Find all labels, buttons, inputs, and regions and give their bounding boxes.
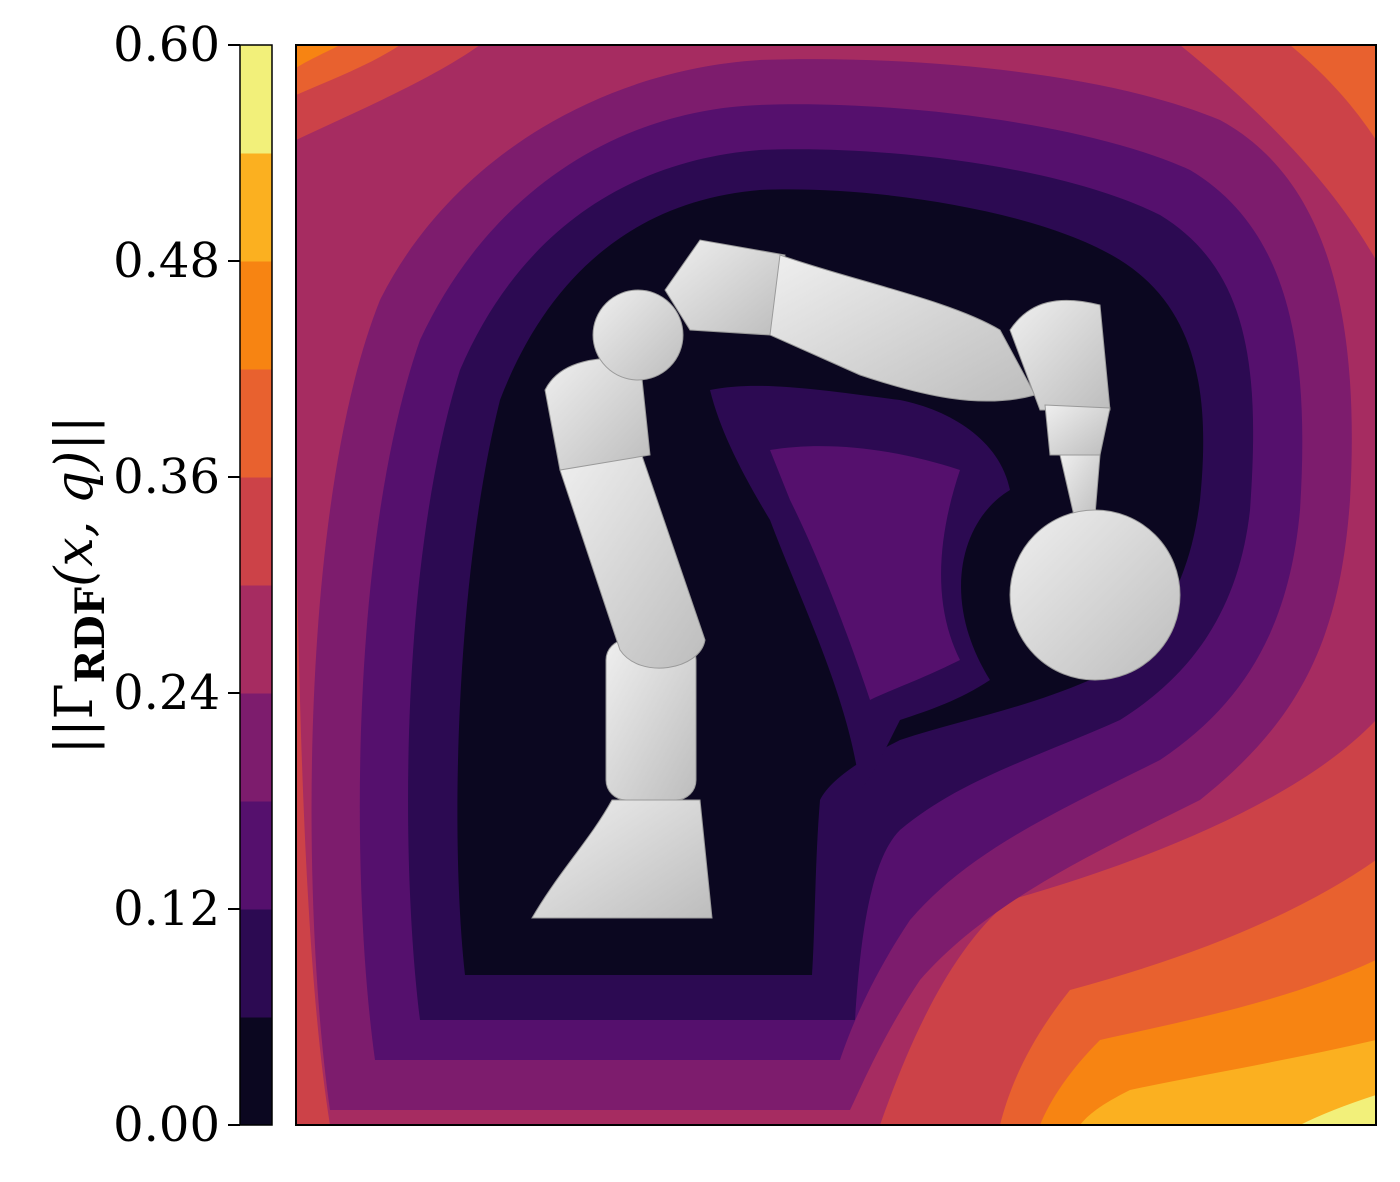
robot-wrist: [1009, 299, 1111, 411]
robot-link-middle: [559, 449, 706, 669]
robot-wrist-lower: [1044, 404, 1111, 456]
colorbar-level-0: [240, 1017, 272, 1126]
colorbar-tick-label-3: 0.36: [113, 449, 220, 505]
colorbar-level-5: [240, 477, 272, 586]
colorbar-frame: [239, 44, 273, 1126]
colorbar-level-9: [240, 45, 272, 154]
colorbar-tick-label-2: 0.24: [113, 665, 220, 721]
colorbar-level-7: [240, 261, 272, 370]
colorbar-level-6: [240, 369, 272, 478]
colorbar-tick-label-5: 0.60: [113, 17, 220, 73]
colorbar-label: ||ΓRDF(x, q)||: [45, 416, 114, 755]
colorbar-level-8: [240, 153, 272, 262]
robot-end-effector-disk: [1009, 509, 1181, 681]
colorbar-level-4: [240, 585, 272, 694]
colorbar: [239, 44, 273, 1126]
ylabel-args: (x, q): [45, 451, 105, 587]
colorbar-ticks: 0.00 0.12 0.24 0.36 0.48 0.60: [113, 17, 240, 1153]
band-bottom-right-yellow: [1080, 1040, 1376, 1125]
band-top-left-amber: [296, 45, 340, 68]
band-top-left-orange: [296, 45, 400, 95]
colorbar-tick-label-4: 0.48: [113, 233, 220, 289]
band-inner-pocket-purple: [770, 446, 960, 700]
band-top-right-orange: [1290, 45, 1376, 140]
heatmap-plot: [296, 45, 1376, 1125]
ylabel-subscript: RDF: [67, 587, 114, 683]
colorbar-level-3: [240, 693, 272, 802]
ylabel-norm-open: ||Γ: [45, 683, 105, 754]
robot-arm: [531, 239, 1181, 919]
robot-link-forearm-b: [769, 254, 1036, 402]
robot-shoulder-joint: [592, 289, 684, 381]
band-left-red: [296, 500, 330, 1125]
plot-frame: [295, 44, 1377, 1126]
colorbar-tick-label-0: 0.00: [113, 1097, 220, 1153]
colorbar-tick-label-1: 0.12: [113, 881, 220, 937]
band-top-right-warm: [1180, 45, 1376, 260]
colorbar-level-1: [240, 909, 272, 1018]
contour-bands: [296, 45, 1376, 1125]
ylabel-norm-close: ||: [45, 416, 105, 451]
band-bottom-right-pale: [1300, 1095, 1376, 1125]
robot-link-upper: [544, 357, 651, 471]
colorbar-level-2: [240, 801, 272, 910]
